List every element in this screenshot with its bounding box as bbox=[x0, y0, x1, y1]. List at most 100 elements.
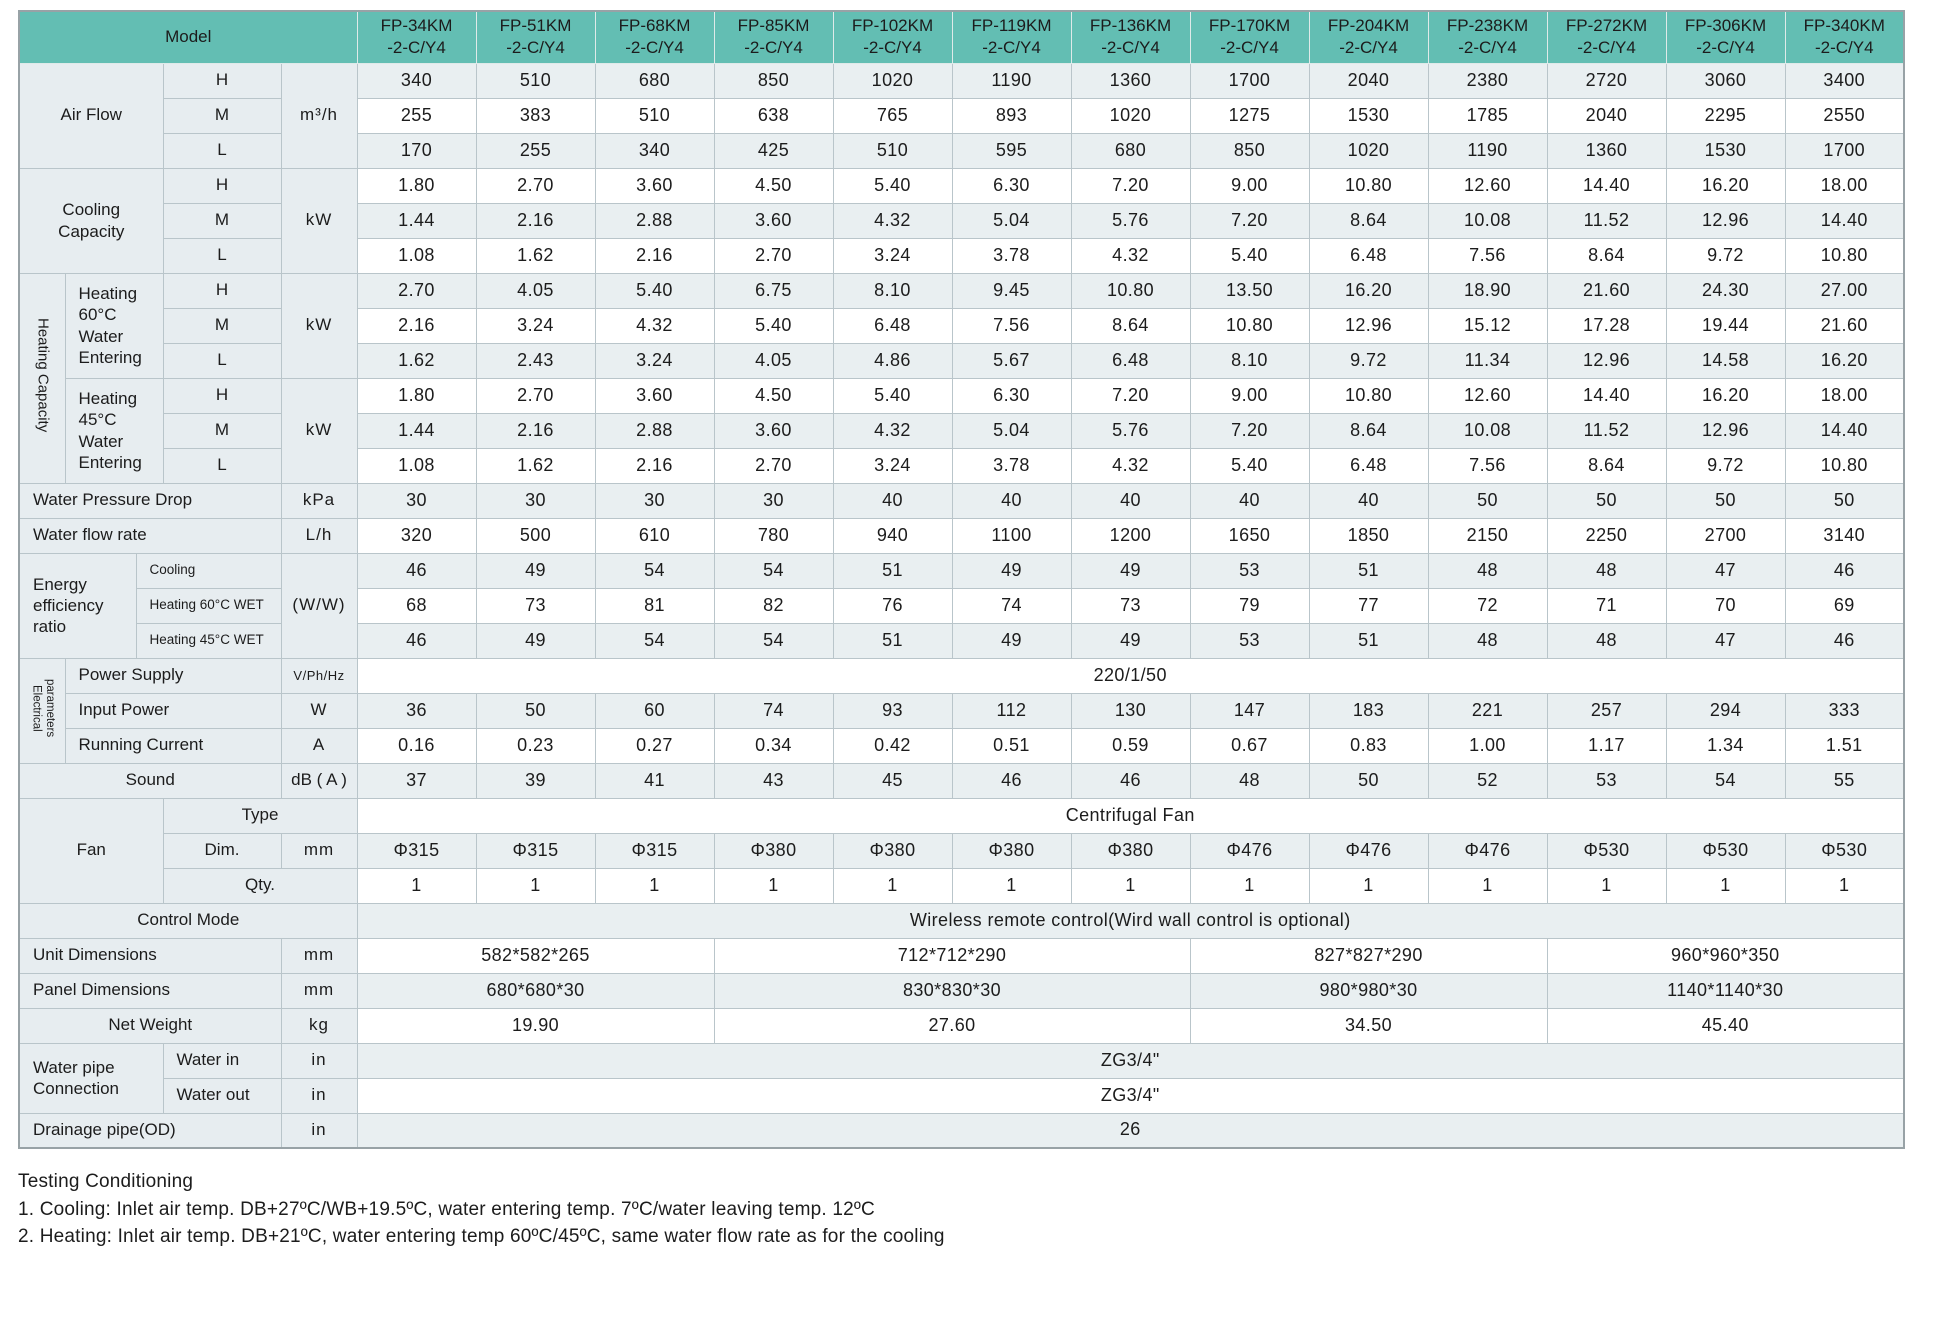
value-cell: 2040 bbox=[1308, 62, 1429, 99]
testing-conditions-note: Testing Conditioning 1. Cooling: Inlet a… bbox=[18, 1168, 945, 1251]
value-cell: 4.05 bbox=[713, 342, 834, 379]
value-cell: 255 bbox=[356, 97, 477, 134]
water-pipe-connection-label: Water pipe Connection bbox=[18, 1042, 164, 1114]
value-cell: 680 bbox=[1070, 132, 1191, 169]
value-cell: 50 bbox=[1665, 482, 1786, 519]
value-cell: 960*960*350 bbox=[1546, 937, 1905, 974]
value-cell: 850 bbox=[713, 62, 834, 99]
value-cell: 48 bbox=[1427, 622, 1548, 659]
value-cell: 8.64 bbox=[1308, 202, 1429, 239]
value-cell: 26 bbox=[356, 1112, 1905, 1149]
value-cell: 383 bbox=[475, 97, 596, 134]
drainage-pipe-label: Drainage pipe(OD) bbox=[18, 1112, 282, 1149]
value-cell: 2.16 bbox=[356, 307, 477, 344]
value-cell: 9.72 bbox=[1308, 342, 1429, 379]
value-cell: 19.44 bbox=[1665, 307, 1786, 344]
table-row-water-pressure-drop: Water Pressure Drop kPa 30 30 30 30 40 40 40 40 40… bbox=[18, 482, 1905, 519]
value-cell: 2150 bbox=[1427, 517, 1548, 554]
value-cell: 1.80 bbox=[356, 167, 477, 204]
value-cell: 2.70 bbox=[475, 377, 596, 414]
unit-label: dB ( A ) bbox=[280, 762, 358, 799]
value-cell: 8.64 bbox=[1070, 307, 1191, 344]
value-cell: 10.80 bbox=[1784, 447, 1905, 484]
value-cell: 39 bbox=[475, 762, 596, 799]
value-cell: Φ530 bbox=[1784, 832, 1905, 869]
value-cell: 2.16 bbox=[475, 412, 596, 449]
unit-label: mm bbox=[280, 832, 358, 869]
value-cell: 3.78 bbox=[951, 447, 1072, 484]
value-cell: 1 bbox=[594, 867, 715, 904]
value-cell: 1360 bbox=[1546, 132, 1667, 169]
value-cell: 1 bbox=[356, 867, 477, 904]
speed-h-label: H bbox=[162, 377, 282, 414]
value-cell: 1 bbox=[1308, 867, 1429, 904]
fan-dim-label: Dim. bbox=[162, 832, 282, 869]
value-cell: 638 bbox=[713, 97, 834, 134]
value-cell: 40 bbox=[1308, 482, 1429, 519]
value-cell: 4.32 bbox=[594, 307, 715, 344]
air-flow-label: Air Flow bbox=[18, 62, 164, 169]
value-cell: 257 bbox=[1546, 692, 1667, 729]
model-header: Model bbox=[18, 10, 358, 64]
value-cell: 16.20 bbox=[1665, 167, 1786, 204]
value-cell: 10.80 bbox=[1070, 272, 1191, 309]
value-cell: 49 bbox=[475, 622, 596, 659]
value-cell: 30 bbox=[594, 482, 715, 519]
speed-h-label: H bbox=[162, 272, 282, 309]
value-cell: 27.00 bbox=[1784, 272, 1905, 309]
value-cell: 10.08 bbox=[1427, 412, 1548, 449]
control-mode-label: Control Mode bbox=[18, 902, 358, 939]
value-cell: 51 bbox=[1308, 552, 1429, 589]
value-cell: 4.32 bbox=[832, 202, 953, 239]
value-cell: 19.90 bbox=[356, 1007, 715, 1044]
value-cell: 51 bbox=[832, 622, 953, 659]
value-cell: 1.08 bbox=[356, 237, 477, 274]
table-row-sound: Sound dB ( A ) 37 39 41 43 45 46 46 48 50 52 53 54 55 bbox=[18, 762, 1905, 799]
table-row-fan-dim: Dim. mm Φ315 Φ315 Φ315 Φ380 Φ380 Φ380 Φ380 Φ476 Φ4… bbox=[19, 832, 1905, 869]
value-cell: 1.51 bbox=[1784, 727, 1905, 764]
value-cell: 5.67 bbox=[951, 342, 1072, 379]
value-cell: 1.08 bbox=[356, 447, 477, 484]
table-row-water-in: Water pipe Connection Water in in ZG3/4" bbox=[18, 1042, 1905, 1114]
value-cell: 980*980*30 bbox=[1189, 972, 1548, 1009]
unit-label: kg bbox=[280, 1007, 358, 1044]
value-cell: 7.20 bbox=[1189, 202, 1310, 239]
value-cell: 4.32 bbox=[1070, 237, 1191, 274]
water-flow-rate-label: Water flow rate bbox=[18, 517, 282, 554]
running-current-label: Running Current bbox=[64, 727, 282, 764]
value-cell: 0.34 bbox=[713, 727, 834, 764]
model-column-header: FP-85KM -2-C/Y4 bbox=[713, 10, 834, 64]
value-cell: 93 bbox=[832, 692, 953, 729]
value-cell: 4.86 bbox=[832, 342, 953, 379]
value-cell: 4.50 bbox=[713, 167, 834, 204]
value-cell: 60 bbox=[594, 692, 715, 729]
sound-label: Sound bbox=[18, 762, 282, 799]
unit-label: mm bbox=[280, 937, 358, 974]
model-column-header: FP-119KM -2-C/Y4 bbox=[951, 10, 1072, 64]
value-cell: 48 bbox=[1546, 552, 1667, 589]
value-cell: 510 bbox=[475, 62, 596, 99]
table-row-heating45-m: M 1.44 2.16 2.88 3.60 4.32 5.04 5.76 7.20 8.64 10.… bbox=[19, 412, 1905, 449]
value-cell: 21.60 bbox=[1784, 307, 1905, 344]
value-cell: 1200 bbox=[1070, 517, 1191, 554]
value-cell: 5.40 bbox=[594, 272, 715, 309]
note-line-heating: 2. Heating: Inlet air temp. DB+21ºC, wat… bbox=[18, 1226, 945, 1247]
note-line-cooling: 1. Cooling: Inlet air temp. DB+27ºC/WB+1… bbox=[18, 1198, 875, 1220]
value-cell: 1020 bbox=[1308, 132, 1429, 169]
value-cell: 8.64 bbox=[1546, 447, 1667, 484]
model-column-header: FP-34KM -2-C/Y4 bbox=[356, 10, 477, 64]
value-cell: 830*830*30 bbox=[713, 972, 1191, 1009]
value-cell: 72 bbox=[1427, 587, 1548, 624]
value-cell: 500 bbox=[475, 517, 596, 554]
value-cell: 49 bbox=[1070, 622, 1191, 659]
value-cell: 73 bbox=[1070, 587, 1191, 624]
value-cell: 4.50 bbox=[713, 377, 834, 414]
value-cell: 1.00 bbox=[1427, 727, 1548, 764]
value-cell: 12.96 bbox=[1546, 342, 1667, 379]
value-cell: 2380 bbox=[1427, 62, 1548, 99]
value-cell: 1.62 bbox=[475, 237, 596, 274]
unit-label: in bbox=[280, 1042, 358, 1079]
table-row-eer-heating60: Heating 60°C WET 68 73 81 82 76 74 73 79 77 72 71 70… bbox=[19, 587, 1905, 624]
value-cell: 54 bbox=[594, 622, 715, 659]
table-row-water-flow-rate: Water flow rate L/h 320 500 610 780 940 1100 120… bbox=[18, 517, 1905, 554]
